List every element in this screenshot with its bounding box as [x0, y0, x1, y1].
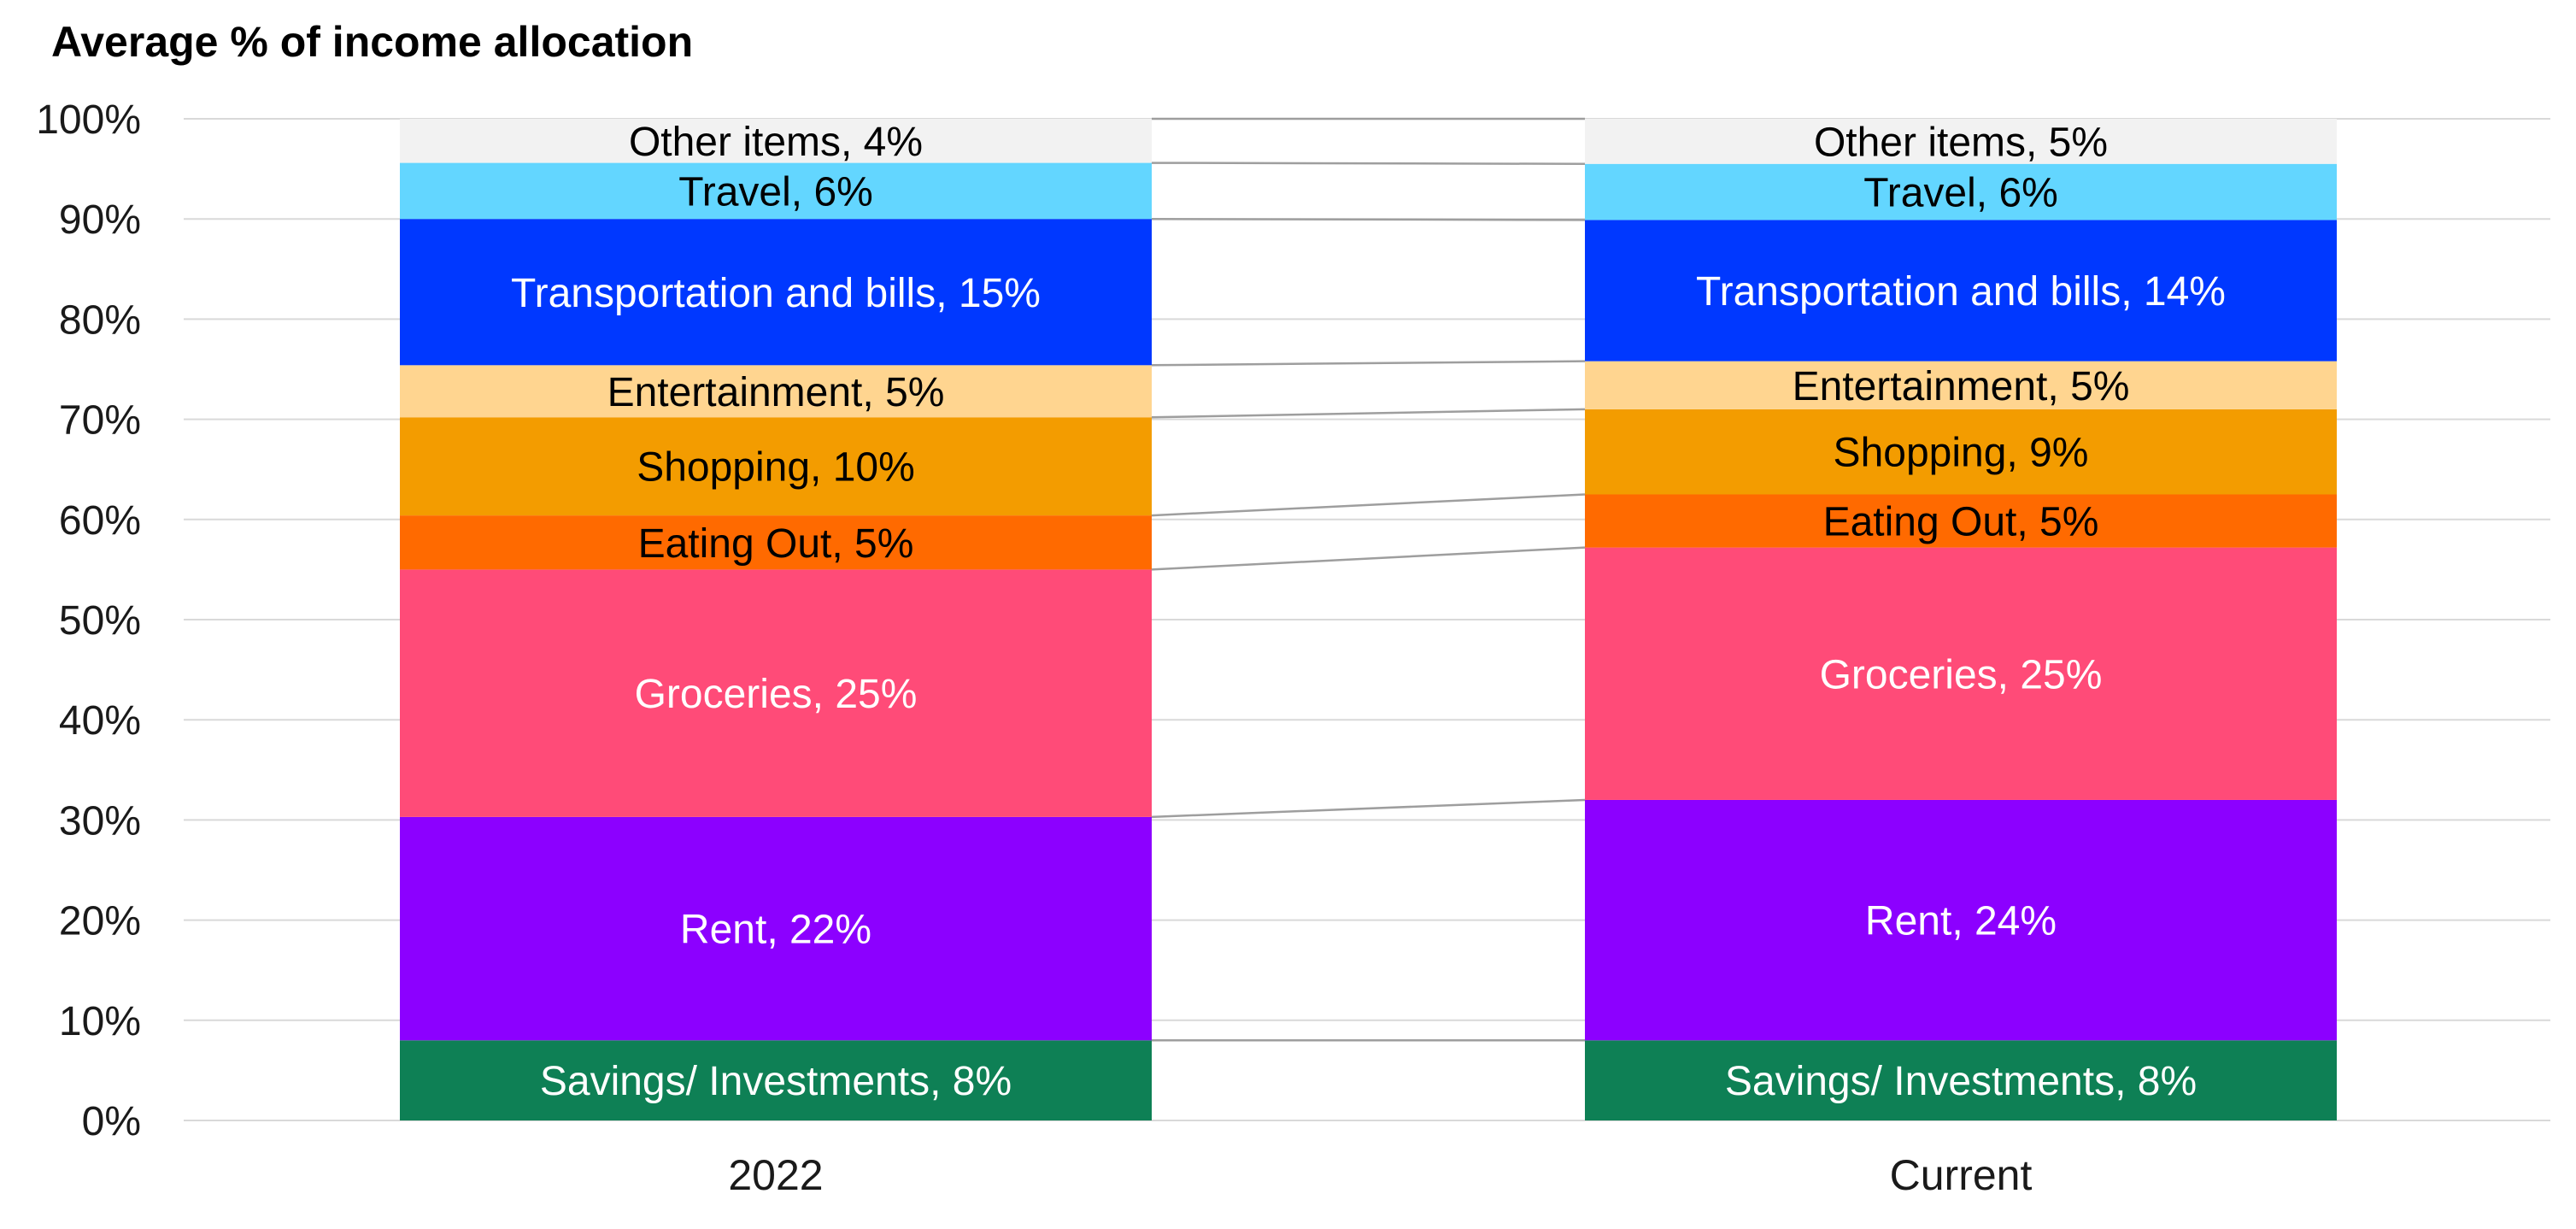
- y-tick-label: 40%: [59, 698, 141, 744]
- data-label: Transportation and bills, 14%: [1696, 269, 2226, 315]
- data-label: Shopping, 9%: [1834, 431, 2089, 476]
- connector-lines: [1151, 117, 1586, 1042]
- bar-segment-entertainment: [1585, 361, 2337, 409]
- data-label: Groceries, 25%: [1820, 652, 2103, 697]
- segment-labels: Savings/ Investments, 8% Rent, 22% Groceri…: [511, 120, 2226, 1104]
- data-label: Entertainment, 5%: [607, 370, 945, 415]
- connector-line: [1151, 217, 1586, 221]
- y-tick-label: 70%: [59, 398, 141, 444]
- data-label: Groceries, 25%: [635, 672, 918, 717]
- y-tick-label: 90%: [59, 197, 141, 243]
- y-tick-label: 0%: [82, 1099, 141, 1144]
- bar-segment-other-items: [400, 119, 1152, 163]
- connector-line: [1151, 546, 1586, 571]
- y-tick-label: 100%: [36, 97, 141, 143]
- bar-segment-groceries: [400, 569, 1152, 817]
- x-tick-label: Current: [1890, 1151, 2033, 1199]
- data-label: Eating Out, 5%: [638, 521, 914, 567]
- data-label: Travel, 6%: [1863, 171, 2058, 216]
- connector-line: [1151, 798, 1586, 819]
- bar-segment-eating-out: [1585, 494, 2337, 548]
- bar-segment-rent: [400, 816, 1152, 1041]
- data-label: Rent, 22%: [680, 908, 871, 953]
- y-axis-ticks: 0% 10% 20% 30% 40% 50% 60% 70% 80% 90% 100%: [36, 97, 141, 1144]
- chart-title: Average % of income allocation: [51, 18, 693, 66]
- bars: [400, 119, 2337, 1120]
- bar-segment-transportation-and-bills: [400, 219, 1152, 366]
- bar-segment-eating-out: [400, 515, 1152, 570]
- data-label: Other items, 5%: [1814, 120, 2108, 165]
- data-label: Savings/ Investments, 8%: [540, 1059, 1012, 1104]
- bar-segment-savings-investments: [400, 1040, 1152, 1120]
- data-label: Transportation and bills, 15%: [511, 271, 1041, 316]
- connector-line: [1151, 360, 1586, 367]
- y-tick-label: 30%: [59, 798, 141, 844]
- data-label: Eating Out, 5%: [1823, 500, 2099, 545]
- bar-segment-other-items: [1585, 119, 2337, 164]
- data-label: Shopping, 10%: [637, 445, 915, 491]
- bar-segment-travel: [1585, 163, 2337, 221]
- data-label: Travel, 6%: [678, 169, 873, 215]
- data-label: Rent, 24%: [1865, 899, 2057, 944]
- y-tick-label: 60%: [59, 498, 141, 544]
- connector-line: [1151, 162, 1586, 165]
- bar-segment-shopping: [400, 417, 1152, 516]
- bar-segment-savings-investments: [1585, 1040, 2337, 1120]
- bar-segment-shopping: [1585, 409, 2337, 495]
- bar-segment-groceries: [1585, 547, 2337, 800]
- data-label: Savings/ Investments, 8%: [1725, 1059, 2197, 1104]
- connector-line: [1151, 493, 1586, 517]
- bar-segment-entertainment: [400, 365, 1152, 418]
- x-axis-ticks: 2022 Current: [728, 1151, 2032, 1199]
- bar-segment-travel: [400, 162, 1152, 220]
- data-label: Other items, 4%: [629, 120, 923, 165]
- y-tick-label: 50%: [59, 598, 141, 644]
- y-tick-label: 10%: [59, 999, 141, 1044]
- bar-segment-transportation-and-bills: [1585, 220, 2337, 362]
- connector-line: [1151, 408, 1586, 419]
- data-label: Entertainment, 5%: [1793, 364, 2130, 409]
- x-tick-label: 2022: [728, 1151, 823, 1199]
- bar-segment-rent: [1585, 799, 2337, 1041]
- y-tick-label: 20%: [59, 899, 141, 944]
- y-tick-label: 80%: [59, 297, 141, 343]
